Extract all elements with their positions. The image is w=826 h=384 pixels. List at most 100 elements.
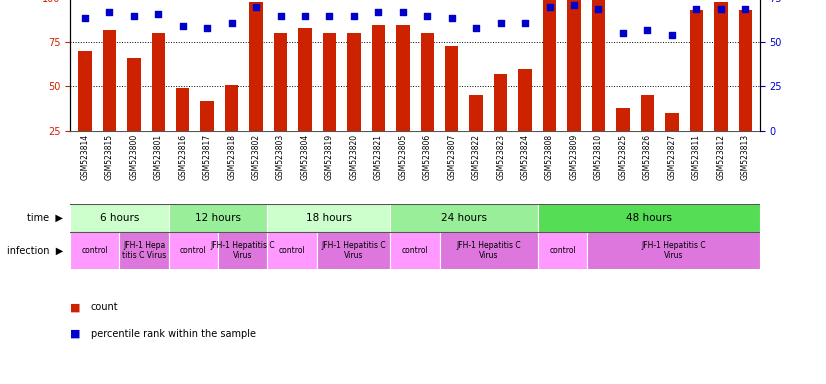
Point (445, 15, 458, 21)
Point (567, 2, 581, 8)
Point (665, 32, 678, 38)
Bar (218, 232, 268, 269)
Point (201, 25, 214, 31)
Bar (539, 232, 587, 269)
Point (274, 13, 287, 19)
Point (470, 25, 483, 31)
Bar (591, 0, 605, 131)
Bar (78, 51, 92, 131)
Text: GSM523805: GSM523805 (398, 134, 407, 180)
Text: control: control (180, 246, 206, 255)
Bar (176, 88, 189, 131)
Text: control: control (278, 246, 306, 255)
Bar (372, 25, 385, 131)
Text: GSM523812: GSM523812 (716, 134, 725, 180)
Bar (616, 108, 629, 131)
Bar (494, 74, 507, 131)
Bar (469, 95, 483, 131)
Text: GSM523804: GSM523804 (301, 134, 310, 180)
Text: time  ▶: time ▶ (27, 213, 64, 223)
Point (176, 23, 189, 30)
Text: GSM523824: GSM523824 (520, 134, 529, 180)
Bar (127, 58, 140, 131)
Text: GSM523800: GSM523800 (130, 134, 138, 180)
Text: count: count (91, 302, 118, 312)
Text: GSM523827: GSM523827 (667, 134, 676, 180)
Bar (120, 232, 169, 269)
Bar (690, 10, 703, 131)
Text: GSM523822: GSM523822 (472, 134, 481, 180)
Bar (391, 204, 539, 232)
Bar (151, 33, 165, 131)
Point (396, 9, 410, 15)
Text: control: control (549, 246, 577, 255)
Text: control: control (401, 246, 429, 255)
Text: GSM523815: GSM523815 (105, 134, 114, 180)
Bar (102, 30, 116, 131)
Point (420, 13, 434, 19)
Text: infection  ▶: infection ▶ (7, 245, 64, 256)
Point (519, 20, 532, 26)
Point (616, 30, 629, 36)
Text: GSM523823: GSM523823 (496, 134, 506, 180)
Text: GSM523819: GSM523819 (325, 134, 334, 180)
Bar (268, 204, 391, 232)
Text: GSM523814: GSM523814 (80, 134, 89, 180)
Text: GSM523820: GSM523820 (349, 134, 358, 180)
Text: GSM523813: GSM523813 (741, 134, 750, 180)
Text: GSM523816: GSM523816 (178, 134, 188, 180)
Text: JFH-1 Hepatitis C
Virus: JFH-1 Hepatitis C Virus (321, 241, 386, 260)
Text: ■: ■ (70, 302, 81, 312)
Bar (543, 0, 556, 131)
Point (714, 6, 728, 12)
Text: 48 hours: 48 hours (626, 213, 672, 223)
Text: JFH-1 Hepatitis C
Virus: JFH-1 Hepatitis C Virus (642, 241, 706, 260)
Text: GSM523810: GSM523810 (594, 134, 603, 180)
Text: GSM523807: GSM523807 (447, 134, 456, 180)
Point (225, 20, 238, 26)
Text: GSM523801: GSM523801 (154, 134, 163, 180)
Text: 6 hours: 6 hours (100, 213, 139, 223)
Bar (249, 2, 263, 131)
Point (690, 6, 703, 12)
Bar (641, 95, 654, 131)
Bar (519, 69, 532, 131)
Text: GSM523802: GSM523802 (252, 134, 260, 180)
Point (372, 9, 385, 15)
Bar (587, 232, 760, 269)
Bar (445, 46, 458, 131)
Bar (274, 33, 287, 131)
Text: GSM523803: GSM523803 (276, 134, 285, 180)
Point (592, 6, 605, 12)
Text: GSM523811: GSM523811 (692, 134, 700, 180)
Text: GSM523809: GSM523809 (570, 134, 578, 180)
Bar (268, 232, 316, 269)
Point (494, 20, 507, 26)
Text: 12 hours: 12 hours (195, 213, 241, 223)
Text: GSM523817: GSM523817 (202, 134, 211, 180)
Text: GSM523808: GSM523808 (545, 134, 554, 180)
Point (78, 15, 92, 21)
Point (323, 13, 336, 19)
Bar (391, 232, 439, 269)
Bar (70, 232, 120, 269)
Bar (201, 101, 214, 131)
Bar (298, 28, 311, 131)
Text: GSM523806: GSM523806 (423, 134, 432, 180)
Point (102, 9, 116, 15)
Bar (714, 2, 728, 131)
Text: JFH-1 Hepatitis C
Virus: JFH-1 Hepatitis C Virus (457, 241, 521, 260)
Text: GSM523825: GSM523825 (619, 134, 628, 180)
Bar (439, 232, 539, 269)
Text: ■: ■ (70, 329, 81, 339)
Text: 24 hours: 24 hours (441, 213, 487, 223)
Bar (323, 33, 336, 131)
Bar (539, 204, 760, 232)
Bar (169, 204, 268, 232)
Bar (169, 232, 218, 269)
Text: GSM523818: GSM523818 (227, 134, 236, 180)
Text: 18 hours: 18 hours (306, 213, 352, 223)
Point (347, 13, 360, 19)
Bar (225, 84, 239, 131)
Point (641, 27, 654, 33)
